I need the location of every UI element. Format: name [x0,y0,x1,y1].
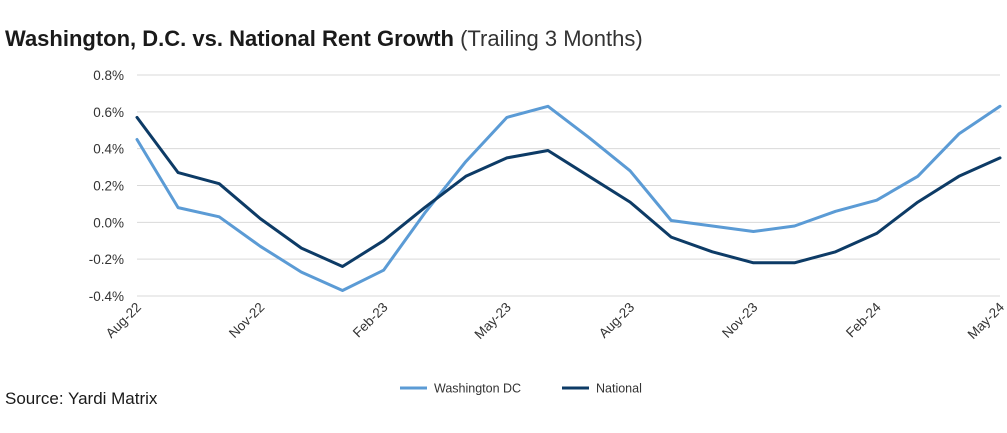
y-tick-label: -0.4% [89,289,124,304]
x-tick-label: May-24 [965,299,1007,342]
y-tick-label: 0.6% [93,105,124,120]
y-tick-label: 0.8% [93,68,124,83]
x-axis-ticks: Aug-22 Nov-22 Feb-23 May-23 Aug-23 Nov-23 Feb-… [103,299,1007,342]
x-tick-label: Aug-22 [103,300,144,341]
y-tick-label: 0.2% [93,179,124,194]
x-tick-label: Nov-22 [226,300,267,341]
y-tick-label: -0.2% [89,252,124,267]
series-lines [135,104,1002,292]
x-tick-label: Nov-23 [719,300,760,341]
y-axis-ticks: 0.8% 0.6% 0.4% 0.2% 0.0% -0.2% -0.4% [89,68,124,304]
x-tick-label: Aug-23 [596,300,637,341]
x-tick-label: May-23 [472,300,514,342]
chart-title: Washington, D.C. vs. National Rent Growt… [5,26,643,52]
series-line-washington-dc [135,104,1002,292]
x-tick-label: Feb-24 [843,299,884,340]
legend-label: Washington DC [434,382,521,396]
chart-title-sub: (Trailing 3 Months) [460,26,643,51]
x-tick-label: Feb-23 [350,300,391,341]
y-tick-label: 0.0% [93,215,124,230]
legend: Washington DC National [400,382,642,396]
legend-label: National [596,382,642,396]
y-tick-label: 0.4% [93,142,124,157]
chart-title-main: Washington, D.C. vs. National Rent Growt… [5,26,454,51]
gridlines [137,74,1000,297]
source-note: Source: Yardi Matrix [5,389,158,408]
series-line-national [135,115,1002,268]
